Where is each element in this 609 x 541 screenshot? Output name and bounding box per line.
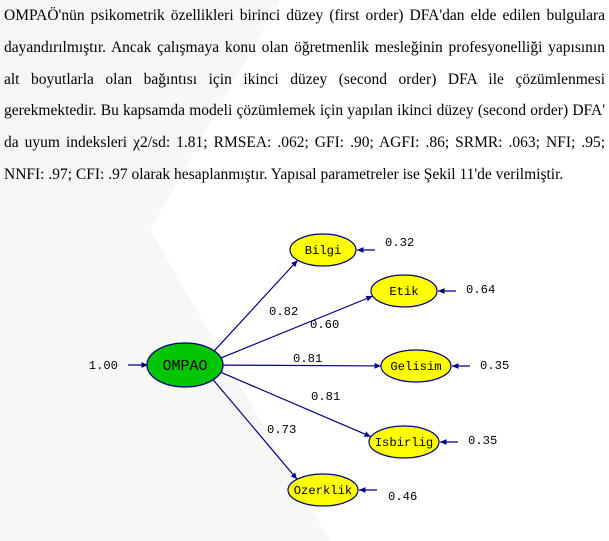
paragraph-text: OMPAÖ'nün psikometrik özellikleri birinc… — [4, 0, 605, 191]
factor-label-ozerklik: Ozerklik — [294, 484, 353, 498]
path-label-isbirlig: 0.81 — [311, 390, 340, 404]
factor-label-bilgi: Bilgi — [305, 244, 342, 258]
path-label-ozerklik: 0.73 — [267, 423, 296, 437]
path-label-bilgi: 0.82 — [269, 305, 298, 319]
path-diagram: 1.00 OMPAO 0.82 Bilgi 0.32 0.60 Etik 0.64 0.81… — [0, 210, 609, 541]
input-value-label: 1.00 — [89, 359, 118, 373]
factor-label-gelisim: Gelisim — [390, 360, 441, 374]
error-label-ozerklik: 0.46 — [388, 490, 417, 504]
error-label-isbirlig: 0.35 — [468, 434, 497, 448]
factor-nodes-group: 0.82 Bilgi 0.32 0.60 Etik 0.64 0.81 Gelisim 0.35… — [213, 234, 509, 506]
central-node-label: OMPAO — [162, 358, 207, 375]
error-label-bilgi: 0.32 — [385, 236, 414, 250]
path-label-gelisim: 0.81 — [293, 352, 322, 366]
factor-label-isbirlig: Isbirlig — [375, 436, 434, 450]
error-label-etik: 0.64 — [466, 283, 495, 297]
body-paragraph: OMPAÖ'nün psikometrik özellikleri birinc… — [0, 0, 609, 191]
factor-label-etik: Etik — [389, 285, 418, 299]
path-label-etik: 0.60 — [310, 318, 339, 332]
error-label-gelisim: 0.35 — [480, 359, 509, 373]
